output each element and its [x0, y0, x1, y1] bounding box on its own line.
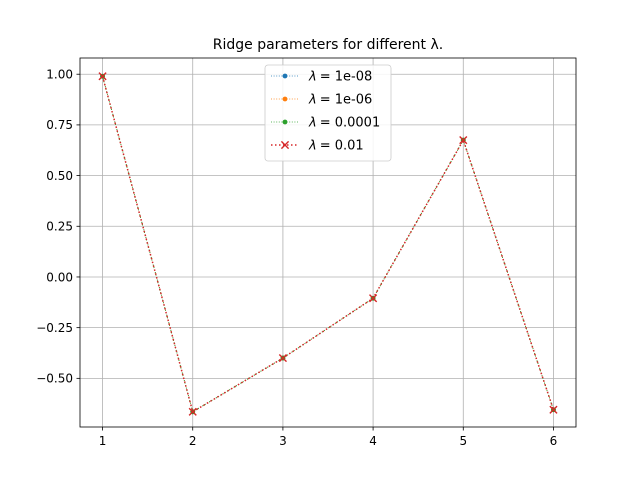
legend-value: = 0.0001 [320, 116, 381, 131]
legend-box [264, 64, 392, 162]
y-tick-label: −0.25 [36, 321, 73, 335]
y-tick-label: 0.00 [46, 270, 73, 284]
series-layer [98, 72, 558, 416]
data-point [98, 72, 107, 81]
y-tick-label: 0.50 [46, 169, 73, 183]
x-tick-label: 3 [279, 434, 287, 448]
legend-symbol: λ [308, 116, 317, 131]
legend-value: = 1e-06 [320, 93, 373, 108]
legend-label: λ = 0.0001 [308, 116, 380, 131]
y-tick-label: 0.25 [46, 220, 73, 234]
legend-value: = 1e-08 [320, 70, 373, 85]
legend-symbol: λ [308, 70, 317, 85]
legend-marker [282, 96, 288, 102]
x-tick-label: 6 [550, 434, 558, 448]
axes-frame [79, 57, 577, 428]
x-tick-label: 5 [459, 434, 467, 448]
legend-symbol: λ [308, 139, 317, 154]
series-4 [98, 72, 558, 416]
legend-label: λ = 1e-08 [308, 70, 372, 85]
ticks: 1 2 3 4 5 6 1.00 0.75 0.50 0.25 0.00 −0.25 −0.50 [36, 68, 557, 448]
x-tick-label: 1 [99, 434, 107, 448]
legend-symbol: λ [308, 93, 317, 108]
legend-marker [282, 119, 288, 125]
legend-item: λ = 0.01 [271, 139, 364, 154]
data-point [459, 136, 468, 145]
chart-title: Ridge parameters for different λ. [213, 37, 443, 53]
legend-item: λ = 1e-08 [271, 70, 372, 85]
y-tick-label: 0.75 [46, 118, 73, 132]
legend-label: λ = 0.01 [308, 139, 364, 154]
y-tick-label: −0.50 [36, 372, 73, 386]
data-point [368, 294, 378, 303]
legend-label: λ = 1e-06 [308, 93, 372, 108]
legend-marker [282, 73, 288, 79]
data-point [188, 407, 197, 416]
data-point [278, 353, 288, 363]
legend-value: = 0.01 [320, 139, 364, 154]
series-line [102, 76, 554, 413]
data-point [549, 405, 558, 414]
x-tick-label: 4 [369, 434, 377, 448]
legend-item: λ = 0.0001 [271, 116, 380, 131]
y-tick-label: 1.00 [46, 68, 73, 82]
x-tick-label: 2 [189, 434, 197, 448]
legend-item: λ = 1e-06 [271, 93, 372, 108]
legend-marker [280, 140, 290, 150]
